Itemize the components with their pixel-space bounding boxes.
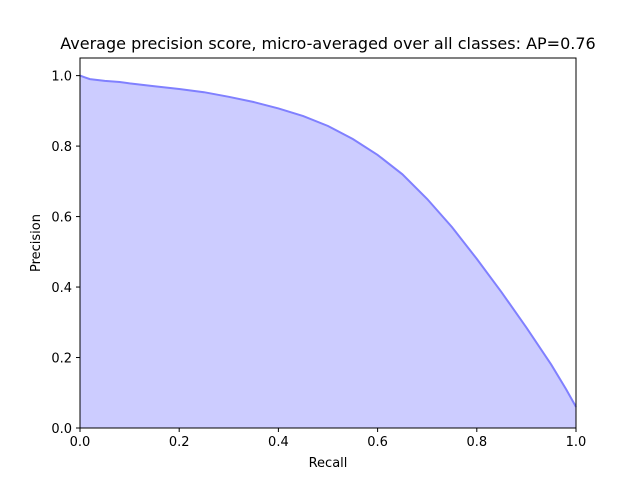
x-tick-label: 0.8 [466,435,487,450]
x-tick-label: 1.0 [566,435,587,450]
x-tick-label: 0.6 [367,435,388,450]
x-tick-label: 0.2 [169,435,190,450]
y-tick-label: 1.0 [51,70,72,85]
precision-recall-area [80,75,576,428]
plot-frame [79,57,577,429]
x-axis: 0.0 0.2 0.4 0.6 0.8 1.0 [70,428,587,450]
y-axis: 0.0 0.2 0.4 0.6 0.8 1.0 [51,70,80,437]
y-tick-label: 0.4 [51,281,72,296]
y-tick-label: 0.6 [51,211,72,226]
precision-recall-curve [79,74,577,408]
y-tick-label: 0.8 [51,140,72,155]
x-tick-label: 0.0 [70,435,91,450]
x-axis-label: Recall [309,456,348,471]
y-tick-label: 0.2 [51,352,72,367]
plot-area [79,74,577,428]
y-tick-label: 0.0 [51,422,72,437]
x-tick-label: 0.4 [268,435,289,450]
chart-title: Average precision score, micro-averaged … [60,34,595,53]
y-axis-label: Precision [29,214,44,272]
